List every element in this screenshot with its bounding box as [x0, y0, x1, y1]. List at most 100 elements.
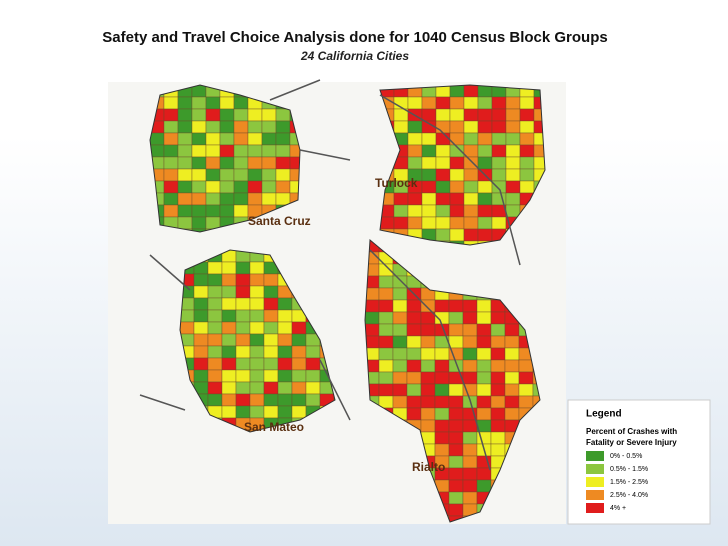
block-group [263, 285, 279, 299]
block-group [407, 120, 423, 134]
block-group [463, 120, 479, 134]
block-group [504, 347, 520, 361]
city-outline [149, 84, 301, 233]
block-group [406, 371, 422, 385]
block-group [463, 216, 479, 230]
block-group [519, 96, 535, 110]
block-group [490, 323, 506, 337]
block-group [407, 216, 423, 230]
block-group [263, 405, 279, 419]
block-group [235, 321, 251, 335]
block-group [291, 405, 307, 419]
block-group [305, 381, 321, 395]
block-group [392, 335, 408, 349]
block-group [477, 120, 493, 134]
block-group [365, 323, 380, 337]
block-group [477, 132, 493, 146]
block-group [305, 345, 321, 359]
block-group [449, 85, 465, 98]
block-group [219, 180, 235, 194]
block-group [490, 335, 506, 349]
block-group [449, 108, 465, 122]
block-group [380, 216, 395, 230]
block-group [191, 156, 207, 170]
block-group [532, 395, 540, 409]
block-group [476, 299, 492, 313]
block-group [392, 311, 408, 325]
block-group [504, 395, 520, 409]
block-group [277, 345, 293, 359]
block-group [193, 321, 209, 335]
city-label: Rialto [412, 460, 445, 474]
block-group [233, 108, 249, 122]
block-group [434, 443, 450, 457]
block-group [263, 369, 279, 383]
block-group [263, 321, 279, 335]
block-group [247, 108, 263, 122]
title: Safety and Travel Choice Analysis done f… [102, 29, 607, 46]
block-group [275, 156, 291, 170]
legend-label: 4% + [610, 505, 626, 512]
block-group [263, 309, 279, 323]
block-group [191, 228, 207, 232]
block-group [277, 393, 293, 407]
block-group [365, 311, 380, 325]
block-group [177, 120, 193, 134]
block-group [365, 299, 380, 313]
block-group [491, 168, 507, 182]
block-group [177, 156, 193, 170]
block-group [275, 108, 291, 122]
block-group [463, 156, 479, 170]
block-group [407, 192, 423, 206]
block-group [448, 455, 464, 469]
block-group [163, 204, 179, 218]
block-group [263, 297, 279, 311]
block-group [504, 359, 520, 373]
block-group [476, 479, 492, 493]
block-group [247, 156, 263, 170]
legend-label: 0.5% - 1.5% [610, 466, 648, 473]
block-group [233, 192, 249, 206]
block-group [491, 156, 507, 170]
block-group [291, 321, 307, 335]
block-group [532, 383, 540, 397]
block-group [261, 120, 277, 134]
block-group [421, 204, 437, 218]
block-group [421, 108, 437, 122]
maps [149, 84, 546, 523]
block-group [207, 261, 223, 275]
block-group [406, 299, 422, 313]
block-group [163, 168, 179, 182]
block-group [392, 371, 408, 385]
block-group [235, 381, 251, 395]
block-group [519, 132, 535, 146]
block-group [263, 345, 279, 359]
block-group [219, 192, 235, 206]
block-group [421, 132, 437, 146]
block-group [221, 285, 237, 299]
block-group [221, 393, 237, 407]
block-group [518, 371, 534, 385]
block-group [406, 383, 422, 397]
block-group [519, 180, 535, 194]
block-group [463, 132, 479, 146]
block-group [477, 192, 493, 206]
block-group [491, 180, 507, 194]
block-group [275, 180, 291, 194]
block-group [448, 503, 464, 517]
block-group [462, 419, 478, 433]
block-group [207, 381, 223, 395]
block-group [448, 419, 464, 433]
block-group [434, 299, 450, 313]
block-group [378, 383, 394, 397]
block-group [420, 419, 436, 433]
block-group [449, 132, 465, 146]
block-group [448, 515, 464, 522]
block-group [505, 132, 521, 146]
block-group [462, 323, 478, 337]
block-group [491, 120, 507, 134]
block-group [247, 180, 263, 194]
block-group [261, 168, 277, 182]
block-group [421, 180, 437, 194]
